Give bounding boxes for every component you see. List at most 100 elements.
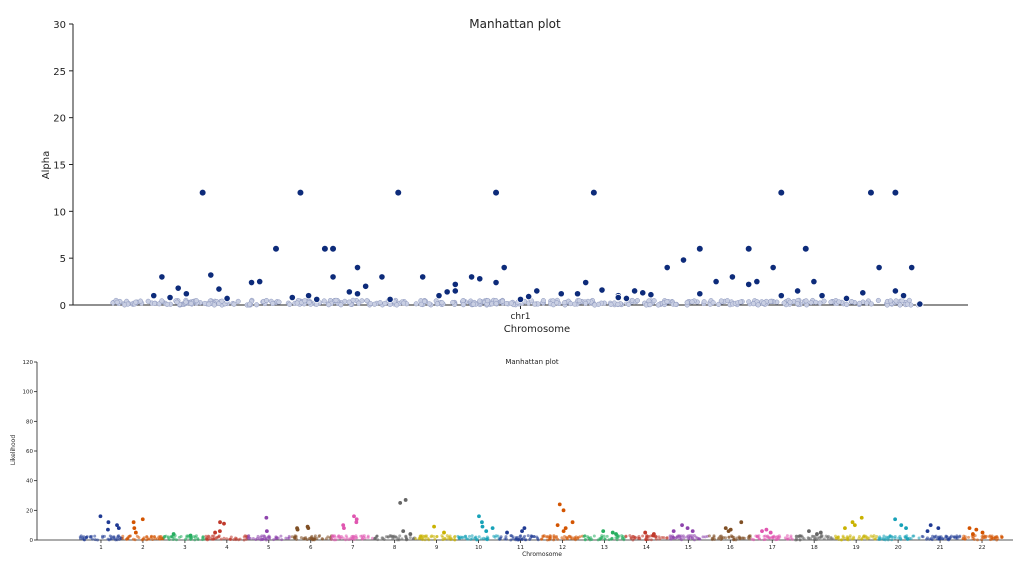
baseline-point (377, 300, 383, 306)
baseline-point (925, 536, 929, 540)
baseline-point (535, 535, 539, 539)
baseline-point (848, 536, 852, 540)
baseline-point (470, 534, 474, 538)
data-point (451, 280, 459, 288)
data-point (815, 532, 819, 536)
baseline-point (420, 536, 424, 540)
baseline-point (509, 534, 513, 538)
data-point (106, 527, 110, 532)
data-point (353, 290, 362, 298)
data-point (419, 273, 427, 281)
data-point (557, 502, 562, 507)
baseline-point (219, 537, 223, 541)
data-point (712, 277, 720, 286)
baseline-point (808, 300, 814, 306)
baseline-point (996, 536, 1000, 540)
baseline-point (713, 537, 717, 541)
baseline-point (576, 536, 580, 540)
baseline-point (193, 538, 197, 542)
baseline-point (128, 534, 132, 538)
data-point (745, 280, 753, 288)
baseline-point (554, 534, 558, 538)
baseline-point (626, 301, 632, 307)
baseline-point (583, 538, 587, 542)
baseline-point (757, 537, 761, 541)
data-point (484, 529, 489, 533)
data-point (614, 293, 622, 302)
data-point (477, 514, 481, 519)
baseline-point (701, 535, 705, 539)
baseline-point (398, 534, 402, 538)
data-point (304, 292, 313, 300)
baseline-point (886, 538, 890, 542)
baseline-point (877, 537, 881, 541)
baseline-point (647, 302, 653, 308)
baseline-point (260, 537, 264, 541)
baseline-point (856, 300, 863, 306)
baseline-point (680, 538, 684, 542)
baseline-point (443, 536, 447, 540)
x-tick-label: 15 (685, 545, 692, 551)
baseline-point (263, 297, 270, 304)
baseline-point (890, 538, 894, 542)
baseline-point (171, 537, 175, 541)
data-point (764, 527, 769, 532)
baseline-point (831, 537, 835, 541)
peak-point (590, 188, 598, 197)
baseline-point (523, 538, 527, 542)
baseline-point (810, 534, 814, 538)
baseline-point (133, 299, 139, 305)
baseline-point (687, 537, 691, 541)
baseline-point (360, 537, 364, 541)
data-point (904, 526, 908, 531)
data-point (753, 277, 761, 286)
baseline-point (381, 536, 385, 540)
baseline-point (882, 534, 886, 538)
baseline-point (439, 300, 445, 306)
data-point (329, 273, 337, 281)
y-tick-label: 120 (23, 360, 34, 366)
peak-point (272, 245, 280, 253)
baseline-point (248, 536, 252, 540)
baseline-point (395, 538, 399, 542)
baseline-point (955, 534, 959, 538)
data-point (573, 290, 582, 298)
baseline-point (528, 537, 532, 541)
baseline-point (276, 299, 282, 305)
baseline-point (868, 301, 874, 307)
baseline-point (742, 536, 746, 540)
y-tick-label: 40 (26, 479, 33, 485)
data-point (140, 517, 145, 522)
peak-point (492, 188, 500, 197)
baseline-point (671, 535, 675, 539)
data-point (663, 263, 671, 272)
y-tick-label: 60 (26, 449, 33, 455)
baseline-point (816, 536, 820, 540)
baseline-point (151, 300, 158, 306)
baseline-point (615, 301, 621, 307)
baseline-point (315, 536, 319, 540)
data-point (341, 523, 346, 528)
baseline-point (532, 301, 538, 307)
baseline-point (109, 537, 113, 541)
baseline-point (629, 536, 633, 540)
baseline-point (89, 534, 93, 538)
baseline-point (750, 301, 757, 307)
data-point (899, 523, 904, 528)
data-point (768, 530, 773, 535)
data-point (480, 524, 485, 529)
baseline-point (813, 299, 819, 305)
data-point (131, 520, 136, 525)
baseline-point (418, 301, 424, 307)
baseline-point (798, 538, 802, 542)
data-point (818, 530, 823, 535)
data-point (639, 289, 647, 297)
baseline-point (767, 298, 774, 304)
baseline-point (605, 534, 609, 538)
baseline-point (274, 536, 278, 540)
baseline-point (651, 298, 657, 304)
baseline-point (145, 298, 151, 304)
baseline-point (572, 301, 578, 307)
baseline-point (624, 534, 628, 538)
baseline-point (562, 300, 568, 306)
